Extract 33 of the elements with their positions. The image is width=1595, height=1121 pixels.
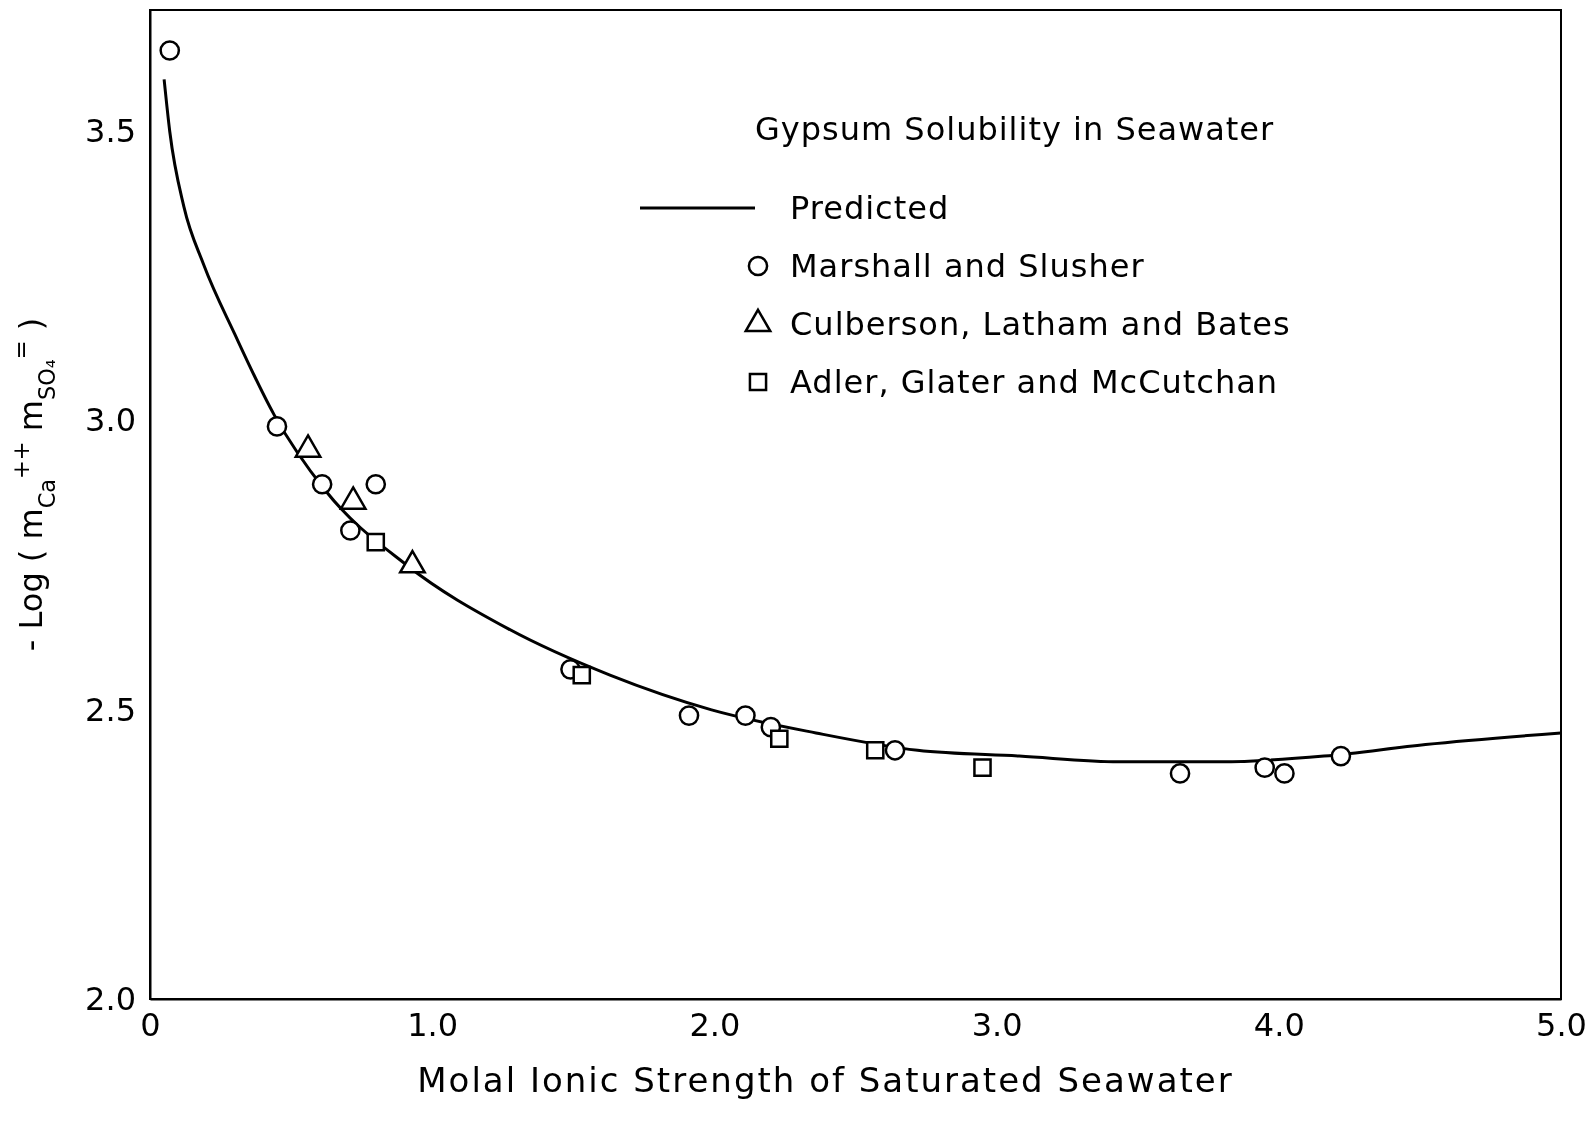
point (884, 739, 906, 761)
x-tick-label: 4.0 (1253, 1005, 1305, 1044)
x-tick-label: 1.0 (407, 1005, 459, 1044)
point (678, 705, 700, 726)
point (1169, 763, 1191, 784)
legend-label: Adler, Glater and McCutchan (790, 363, 1279, 401)
x-tick-label: 2.0 (689, 1005, 741, 1044)
point (572, 665, 592, 685)
y-tick-label: 3.0 (85, 401, 136, 440)
point (1330, 745, 1352, 767)
legend-label: Marshall and Slusher (790, 247, 1145, 285)
point (266, 416, 288, 437)
point (769, 729, 789, 749)
y-tick-label: 3.5 (85, 112, 136, 151)
x-tick-label: 0 (140, 1005, 161, 1044)
point (340, 520, 361, 541)
point (311, 473, 333, 495)
point (1254, 757, 1276, 778)
x-axis-title: Molal Ionic Strength of Saturated Seawater (417, 1060, 1234, 1100)
point (159, 40, 181, 61)
legend-label: Culberson, Latham and Bates (790, 305, 1291, 343)
point (735, 705, 756, 726)
x-tick-label: 5.0 (1536, 1005, 1587, 1044)
point (366, 532, 386, 552)
y-tick-label: 2.5 (85, 690, 136, 729)
point (1274, 763, 1295, 784)
x-tick-label: 3.0 (971, 1005, 1023, 1044)
y-tick-label: 2.0 (85, 979, 136, 1018)
point (973, 758, 992, 777)
point (365, 473, 387, 495)
point (865, 740, 885, 760)
legend-title: Gypsum Solubility in Seawater (755, 110, 1275, 148)
legend-label: Predicted (790, 189, 950, 227)
